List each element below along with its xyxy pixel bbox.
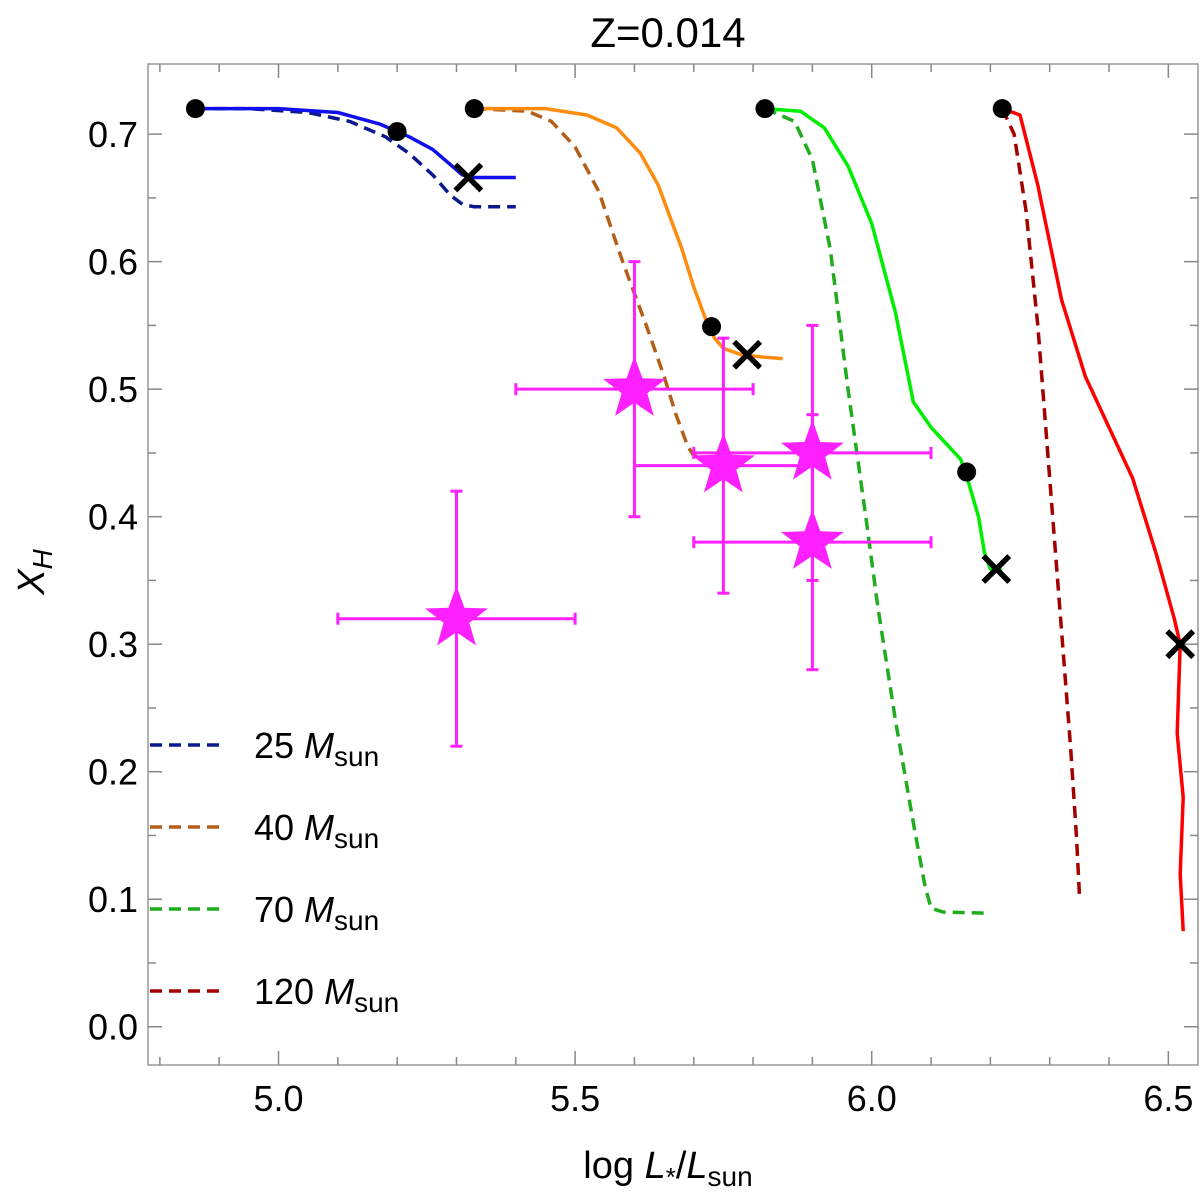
cross-marker: [981, 554, 1012, 584]
cross-marker: [453, 162, 484, 193]
tick-marks: [148, 64, 1198, 1065]
star-marker: [425, 585, 488, 646]
y-tick-label: 0.7: [88, 114, 138, 155]
y-axis-label: XH: [11, 548, 58, 595]
legend-label: 70 Msun: [254, 889, 379, 936]
circle-marker: [957, 462, 977, 482]
y-tick-label: 0.2: [88, 752, 138, 793]
x-tick-label: 6.0: [847, 1078, 897, 1119]
y-tick-label: 0.4: [88, 497, 138, 538]
y-tick-label: 0.0: [88, 1007, 138, 1048]
dashed-series-line: [195, 106, 516, 209]
dashed-series-line: [764, 106, 991, 916]
chart-title: Z=0.014: [590, 9, 745, 56]
x-tick-label: 5.5: [550, 1078, 600, 1119]
circle-marker: [464, 99, 484, 119]
y-tick-labels: 0.0 0.1 0.2 0.3 0.4 0.5 0.6 0.7: [88, 114, 138, 1048]
circle-marker: [702, 317, 722, 337]
markers: [185, 99, 1196, 660]
x-tick-label: 5.0: [253, 1078, 303, 1119]
legend-label: 25 Msun: [254, 725, 379, 772]
solid-series-line: [474, 106, 783, 361]
y-tick-label: 0.1: [88, 879, 138, 920]
plot-frame: [147, 63, 1199, 1066]
legend-label: 120 Msun: [254, 971, 399, 1018]
cross-marker: [732, 339, 763, 370]
legend: 25 Msun 40 Msun 70 Msun 120 Msun: [150, 725, 399, 1018]
x-tick-label: 6.5: [1143, 1078, 1193, 1119]
circle-marker: [755, 99, 775, 119]
y-tick-label: 0.3: [88, 624, 138, 665]
series-lines: [195, 106, 1185, 932]
legend-label: 40 Msun: [254, 807, 379, 854]
observations: [336, 260, 933, 748]
circle-marker: [387, 122, 407, 142]
x-tick-labels: 5.0 5.5 6.0 6.5: [253, 1078, 1193, 1119]
circle-marker: [185, 99, 205, 119]
star-marker: [603, 356, 666, 416]
star-marker: [781, 509, 844, 569]
dashed-series-line: [1000, 107, 1082, 895]
solid-series-line: [764, 106, 1003, 572]
x-axis-label: log L*/Lsun: [583, 1145, 752, 1192]
y-tick-label: 0.6: [88, 242, 138, 283]
cross-marker: [1165, 629, 1196, 660]
solid-series-line: [195, 106, 516, 180]
star-marker: [692, 432, 755, 493]
circle-marker: [992, 99, 1012, 119]
dashed-series-line: [474, 106, 707, 461]
y-tick-label: 0.5: [88, 369, 138, 410]
solid-series-line: [1001, 106, 1185, 932]
